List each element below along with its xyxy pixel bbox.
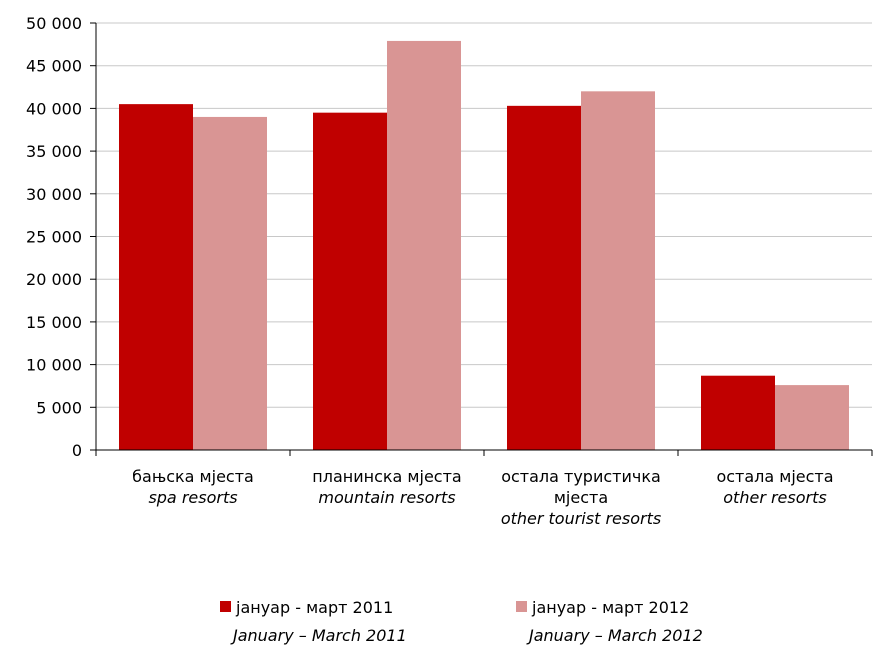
axes [90,22,873,456]
bar-1-2 [313,112,387,451]
x-category-label: spa resorts [148,488,237,507]
y-tick-label: 0 [72,441,82,460]
y-tick-label: 15 000 [26,313,82,332]
y-tick-label: 10 000 [26,356,82,375]
legend-label-en: January – March 2011 [230,626,407,645]
legend-swatch-2 [516,601,527,612]
x-category-label: остала мјеста [716,467,833,486]
bar-1-3 [507,105,581,450]
bar-2-2 [387,40,461,451]
y-tick-label: 35 000 [26,142,82,161]
x-category-label: остала туристичка [501,467,661,486]
bar-2-4 [775,385,849,450]
y-tick-label: 40 000 [26,99,82,118]
legend-label: јануар - март 2011 [235,598,393,617]
bar-1-1 [119,104,193,450]
bars [119,40,849,451]
y-tick-label: 5 000 [36,398,82,417]
legend-swatch-1 [220,601,231,612]
y-tick-label: 25 000 [26,228,82,247]
x-category-label: мјеста [554,488,608,507]
bar-1-4 [701,375,775,450]
y-tick-labels: 0 5 000 10 000 15 000 20 000 25 000 30 000 35 0… [26,14,82,460]
bar-2-3 [581,91,655,450]
y-tick-label: 20 000 [26,270,82,289]
y-tick-label: 50 000 [26,14,82,33]
legend-label-en: January – March 2012 [526,626,703,645]
bar-2-1 [193,116,267,450]
legend-label: јануар - март 2012 [531,598,689,617]
x-category-label: other tourist resorts [501,509,661,528]
x-category-labels: бањска мјеста spa resorts планинска мјеста… [132,467,833,528]
x-category-label: бањска мјеста [132,467,254,486]
legend: јануар - март 2011 January – March 2011 ја… [220,598,703,645]
x-category-label: планинска мјеста [312,467,461,486]
y-tick-label: 45 000 [26,57,82,76]
y-tick-label: 30 000 [26,185,82,204]
x-category-label: mountain resorts [318,488,455,507]
x-category-label: other resorts [723,488,826,507]
